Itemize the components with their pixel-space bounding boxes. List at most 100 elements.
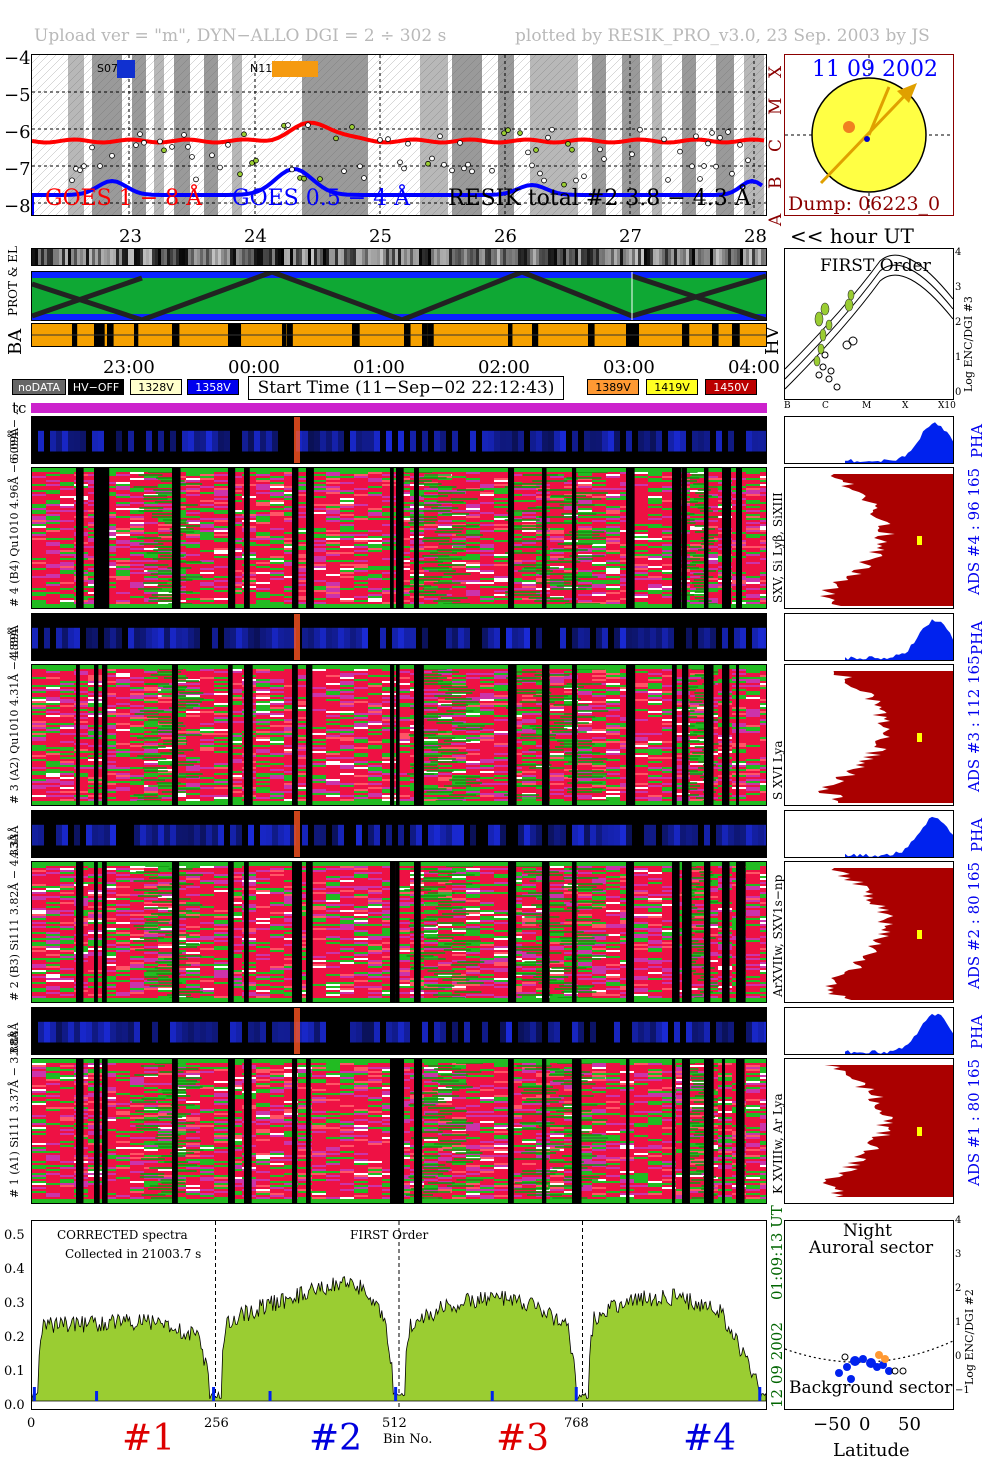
fo-ytick: 0 — [955, 387, 962, 398]
pha-histogram — [784, 613, 954, 661]
ads-histogram — [784, 1058, 954, 1204]
spec-ytick: 0.5 — [4, 1228, 25, 1243]
spec-ytick: 0.0 — [4, 1398, 25, 1413]
time-tick: 00:00 — [228, 357, 280, 378]
orbit-tick: 28 — [744, 226, 767, 247]
legend-1450v: 1450V — [705, 379, 757, 395]
ads-label: ADS #2 : 80 165 — [965, 861, 983, 989]
particle-strip — [31, 248, 767, 266]
fo-ytick: 3 — [955, 282, 962, 293]
first-order-title: FIRST Order — [820, 256, 931, 276]
goes-class-label: X — [766, 65, 786, 78]
channel-label: # 1 (A1) Si111 3.37Å − 3.88Å — [8, 1031, 21, 1198]
spec-ytick: 0.2 — [4, 1330, 25, 1345]
sun-date: 11 09 2002 — [812, 57, 938, 82]
pha-range-label: 4.89Å — [8, 628, 21, 661]
goes-panel — [31, 54, 767, 216]
pha-histogram — [784, 810, 954, 858]
ads-spectrogram — [31, 664, 767, 806]
goes-class-label: C — [766, 138, 786, 152]
orbit-tick: 25 — [369, 226, 392, 247]
ba-panel — [31, 323, 767, 347]
section-label: #1 — [122, 1418, 176, 1459]
first-order-ylabel: Log ENC/DGI #3 — [962, 296, 975, 392]
goes-class-label: A — [766, 213, 786, 226]
sun-panel — [784, 54, 954, 216]
spectrum-note1: CORRECTED spectra — [57, 1228, 188, 1242]
hour-ut-label: << hour UT — [790, 224, 914, 248]
pha-spectrogram — [31, 416, 767, 464]
fo-ytick: 1 — [955, 352, 962, 363]
legend-1358v: 1358V — [187, 379, 239, 395]
ads-spectrogram — [31, 467, 767, 609]
spec-xtick: 768 — [564, 1416, 589, 1431]
lat-title2: Auroral sector — [809, 1238, 934, 1258]
spec-ytick: 0.4 — [4, 1262, 25, 1277]
lat-ytick: 2 — [955, 1283, 962, 1294]
header-left: Upload ver = "m", DYN−ALLO DGI = 2 ÷ 302… — [34, 26, 447, 46]
section-label: #2 — [309, 1418, 363, 1459]
lat-ytick: −1 — [955, 1385, 970, 1396]
tc-bar — [31, 403, 767, 413]
fo-xtick: C — [822, 401, 829, 411]
pha-range-label: 4.33Å — [8, 825, 21, 858]
active-region-dot — [843, 121, 855, 133]
pha-range-label: 3.88Å — [8, 1022, 21, 1055]
fo-xtick: X10 — [938, 401, 956, 411]
marker-s07-box — [117, 60, 135, 78]
section-label: #3 — [496, 1418, 550, 1459]
orbit-tick: 27 — [619, 226, 642, 247]
section-label: #4 — [683, 1418, 737, 1459]
ads-label: ADS #3 : 112 165 — [965, 655, 983, 792]
legend-1389v: 1389V — [587, 379, 639, 395]
resik-legend: RESIK total #2 3.8 − 4.3 Å — [448, 186, 751, 211]
orbit-tick: 26 — [494, 226, 517, 247]
legend-nodata: noDATA — [12, 379, 66, 395]
legend-hvoff: HV−OFF — [68, 379, 124, 395]
lat-title1: Night — [843, 1221, 892, 1241]
pha-label: PHA — [968, 1014, 986, 1049]
pha-spectrogram — [31, 613, 767, 661]
orbit-tick: 24 — [244, 226, 267, 247]
goes-ytick: −6 — [4, 122, 31, 143]
lat-ytick: 0 — [955, 1351, 962, 1362]
goes-ytick: −5 — [4, 85, 31, 106]
time-tick: 01:00 — [353, 357, 405, 378]
lat-ylabel: Log ENC/DGI #2 — [963, 1289, 976, 1385]
fo-ytick: 2 — [955, 317, 962, 328]
goes-ytick: −4 — [4, 48, 31, 69]
time-tick: 02:00 — [478, 357, 530, 378]
spec-xtick: 0 — [27, 1416, 36, 1431]
lat-xtick: 50 — [898, 1414, 921, 1435]
fo-xtick: X — [902, 401, 909, 411]
pha-label: PHA — [968, 817, 986, 852]
lat-xtick: 0 — [859, 1414, 871, 1435]
legend-1328v: 1328V — [130, 379, 182, 395]
fo-xtick: B — [784, 401, 791, 411]
spectrum-note2: Collected in 21003.7 s — [65, 1247, 202, 1261]
sun-disk-plot — [785, 55, 953, 215]
sun-dump: Dump: 06223_0 — [788, 193, 941, 215]
line-label: K XVIIIw, Ar Lya — [771, 1093, 785, 1194]
ads-histogram — [784, 664, 954, 806]
goes-long-legend: GOES 1 − 8 Å — [45, 186, 203, 211]
goes-ytick: −7 — [4, 159, 31, 180]
goes-plot — [32, 55, 766, 215]
goes-ytick: −8 — [4, 196, 31, 217]
orbit-tick: 23 — [119, 226, 142, 247]
prot-el-label: PROT & EL — [6, 246, 20, 316]
ads-label: ADS #1 : 80 165 — [965, 1058, 983, 1186]
legend-1419v: 1419V — [646, 379, 698, 395]
pha-histogram — [784, 416, 954, 464]
start-time: Start Time (11−Sep−02 22:12:43) — [248, 376, 564, 400]
spectrum-plot — [32, 1221, 766, 1409]
spec-xtick: 512 — [382, 1416, 407, 1431]
fo-ytick: 4 — [955, 247, 962, 258]
time-tick: 03:00 — [603, 357, 655, 378]
latitude-panel — [784, 1220, 954, 1410]
lat-ytick: 4 — [955, 1215, 962, 1226]
channel-label: # 2 (B3) Si111 3.82Å − 4.33Å — [8, 834, 21, 1001]
goes-class-label: B — [766, 176, 786, 190]
spectrum-panel — [31, 1220, 767, 1410]
pha-spectrogram — [31, 1007, 767, 1055]
